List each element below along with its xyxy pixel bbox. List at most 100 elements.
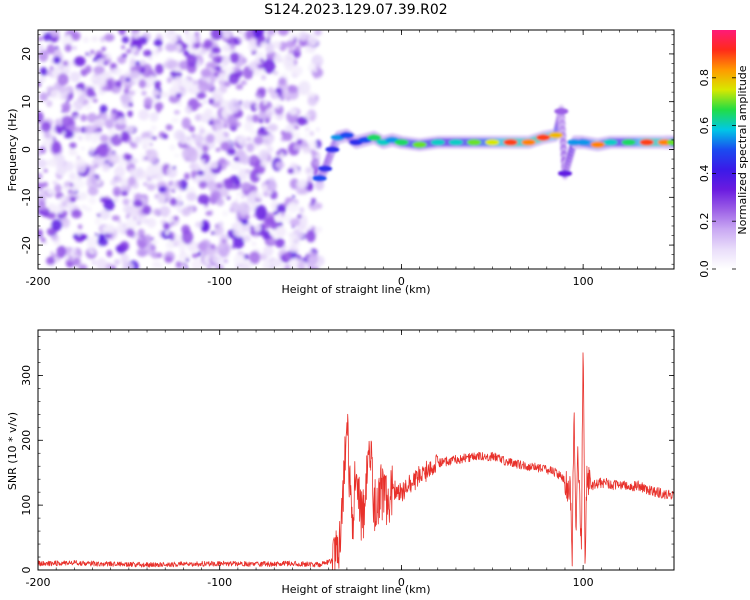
noise-blob <box>238 135 248 147</box>
noise-blob <box>272 41 282 49</box>
noise-blob <box>101 163 111 172</box>
ridge-point <box>503 139 518 146</box>
noise-blob <box>248 61 258 71</box>
noise-blob <box>110 265 116 269</box>
colorbar-label: Normalized spectral amplitude <box>736 65 749 234</box>
noise-blob <box>38 111 44 124</box>
noise-blob <box>53 56 61 64</box>
noise-blob <box>311 198 316 203</box>
noise-blob <box>316 226 323 233</box>
noise-blob <box>229 52 240 64</box>
noise-blob <box>311 226 316 231</box>
noise-blob <box>232 235 245 249</box>
noise-blob <box>72 46 77 50</box>
noise-blob <box>86 236 98 250</box>
noise-blob <box>275 217 280 222</box>
noise-blob <box>47 189 54 195</box>
noise-blob <box>152 208 160 216</box>
noise-blob <box>150 181 156 185</box>
noise-blob <box>81 146 85 151</box>
noise-blob <box>214 65 222 71</box>
noise-blob <box>266 146 274 154</box>
noise-blob <box>195 221 203 228</box>
noise-blob <box>183 172 190 180</box>
noise-blob <box>40 121 52 133</box>
spectrogram-x-tick-label: 0 <box>398 275 405 288</box>
noise-blob <box>50 251 54 255</box>
noise-blob <box>84 103 92 111</box>
noise-blob <box>166 59 179 69</box>
noise-blob <box>211 255 220 264</box>
noise-blob <box>46 227 55 236</box>
noise-blob <box>102 71 112 80</box>
noise-blob <box>238 201 250 216</box>
noise-blob <box>62 60 69 67</box>
noise-blob <box>107 128 116 137</box>
noise-blob <box>314 160 318 164</box>
noise-blob <box>229 44 236 50</box>
noise-blob <box>46 100 53 108</box>
noise-blob <box>64 181 72 188</box>
noise-blob <box>133 233 138 239</box>
noise-blob <box>122 261 134 269</box>
noise-blob <box>52 180 58 185</box>
noise-blob <box>38 182 45 190</box>
noise-blob <box>304 126 310 132</box>
noise-blob <box>49 89 62 100</box>
noise-blob <box>241 195 245 199</box>
colorbar-tick-label: 0.2 <box>698 212 711 230</box>
noise-blob <box>113 175 122 183</box>
noise-blob <box>130 199 135 203</box>
noise-field <box>38 30 325 269</box>
noise-blob <box>276 225 287 238</box>
noise-blob <box>100 36 105 43</box>
noise-blob <box>307 96 318 107</box>
snr-x-tick-label: 0 <box>398 576 405 589</box>
noise-blob <box>51 219 63 231</box>
noise-blob <box>305 133 309 137</box>
noise-blob <box>194 114 203 122</box>
noise-blob <box>287 201 299 213</box>
noise-blob <box>289 218 300 227</box>
noise-blob <box>129 158 139 164</box>
noise-blob <box>179 188 184 192</box>
noise-blob <box>275 238 285 248</box>
noise-blob <box>105 53 112 60</box>
noise-blob <box>83 133 94 142</box>
frequency-ridge <box>312 104 674 186</box>
ridge-point <box>554 108 569 115</box>
noise-blob <box>237 30 242 34</box>
noise-blob <box>221 55 230 66</box>
noise-blob <box>139 140 146 145</box>
snr-y-tick-label: 300 <box>20 365 33 386</box>
noise-blob <box>91 75 97 82</box>
noise-blob <box>267 180 277 192</box>
noise-blob <box>133 32 139 39</box>
noise-blob <box>282 53 295 68</box>
noise-blob <box>263 58 276 74</box>
noise-blob <box>181 207 191 217</box>
noise-blob <box>125 214 130 219</box>
noise-blob <box>142 205 152 215</box>
noise-blob <box>109 236 113 241</box>
noise-blob <box>310 203 315 206</box>
noise-blob <box>291 65 303 77</box>
noise-blob <box>199 241 207 251</box>
noise-blob <box>202 223 210 232</box>
noise-blob <box>165 124 173 131</box>
ridge-point <box>558 170 572 177</box>
noise-blob <box>246 114 253 123</box>
noise-blob <box>214 123 224 131</box>
noise-blob <box>186 192 197 202</box>
noise-blob <box>38 172 43 180</box>
colorbar: 0.0 0.2 0.4 0.6 0.8 Normalized spectral ampl… <box>698 30 749 278</box>
noise-blob <box>166 166 178 178</box>
noise-blob <box>39 146 47 155</box>
noise-blob <box>150 237 155 241</box>
noise-blob <box>90 250 96 255</box>
noise-blob <box>203 99 207 104</box>
noise-blob <box>165 241 175 250</box>
noise-blob <box>299 207 305 214</box>
noise-blob <box>256 96 260 102</box>
